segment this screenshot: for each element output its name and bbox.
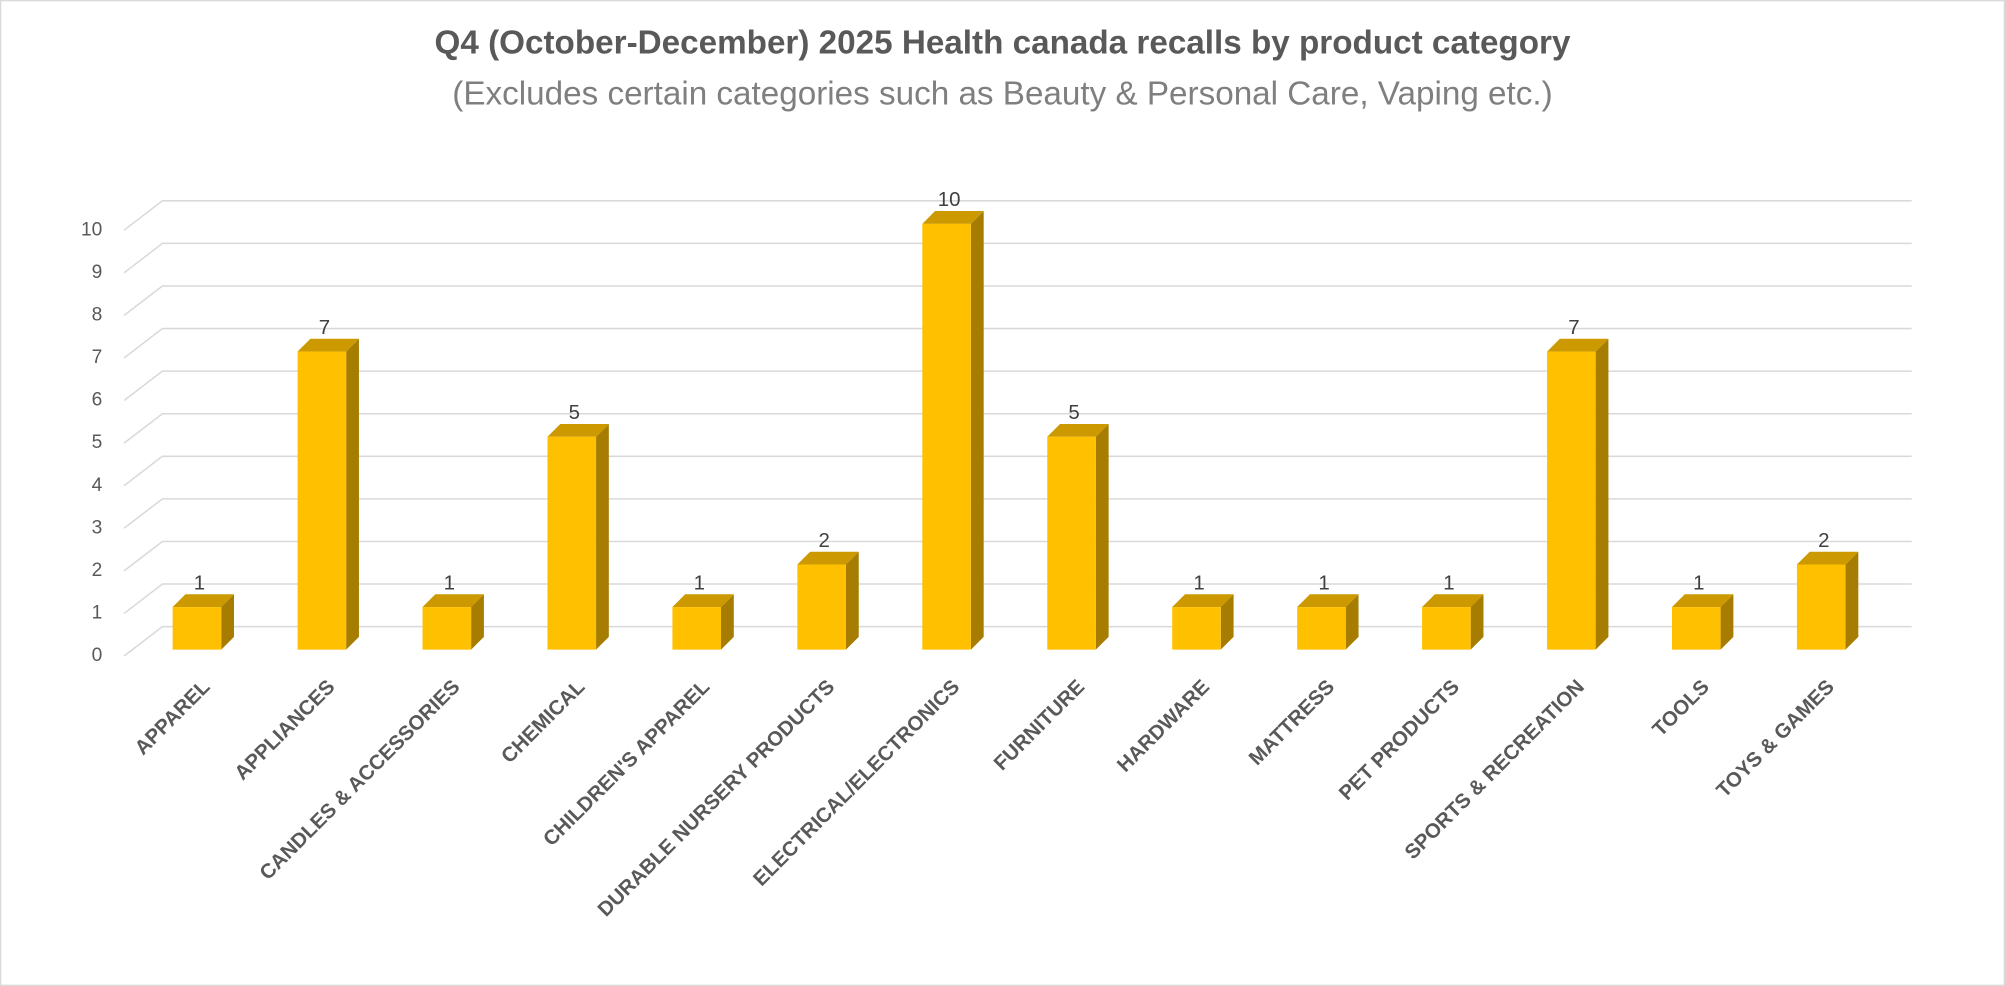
bar-top <box>547 423 609 437</box>
bar <box>1422 607 1471 650</box>
bar <box>422 607 472 650</box>
bar <box>1172 607 1221 650</box>
data-label: 7 <box>319 316 330 339</box>
grid-line <box>123 455 1912 487</box>
y-tick-label: 2 <box>92 560 103 581</box>
data-label: 2 <box>1818 529 1829 552</box>
grid-line <box>123 327 1912 359</box>
chart-title: Q4 (October-December) 2025 Health canada… <box>435 25 1571 62</box>
y-tick-label: 8 <box>92 304 103 325</box>
y-tick-label: 6 <box>92 390 103 411</box>
bar <box>1297 607 1346 650</box>
bar-top <box>1297 594 1359 608</box>
bar-top <box>422 594 484 608</box>
grid-line <box>123 412 1912 444</box>
grid-line <box>123 200 1912 231</box>
bars: 1 7 1 5 1 2 10 5 1 1 1 7 1 2 <box>172 188 1859 650</box>
bar-top <box>172 594 235 608</box>
grid-line <box>123 242 1912 274</box>
bar-side <box>346 338 359 650</box>
y-tick-label: 0 <box>92 645 103 666</box>
data-label: 10 <box>938 188 961 211</box>
bar <box>1547 351 1596 650</box>
data-label: 7 <box>1568 316 1579 339</box>
bar <box>922 223 971 650</box>
bar <box>797 564 846 650</box>
y-tick-label: 5 <box>92 432 103 453</box>
bar-top <box>1172 594 1234 608</box>
bar <box>1047 436 1096 650</box>
bar-side <box>1470 594 1484 650</box>
bar-side <box>1845 551 1859 650</box>
y-tick-label: 10 <box>81 219 102 240</box>
bar <box>1671 607 1721 650</box>
bar-side <box>221 594 235 650</box>
bar-side <box>1595 338 1609 650</box>
bar-side <box>1720 594 1734 650</box>
y-tick-label: 3 <box>92 517 103 538</box>
bar-side <box>1095 423 1109 650</box>
bar <box>172 607 222 650</box>
bar <box>547 436 597 650</box>
y-tick-label: 7 <box>92 347 103 368</box>
bar-top <box>1671 594 1734 608</box>
data-label: 5 <box>569 401 580 424</box>
data-label: 1 <box>1693 571 1704 594</box>
data-label: 1 <box>194 571 205 594</box>
data-label: 1 <box>1443 571 1454 594</box>
bar-top <box>922 211 984 224</box>
bar-top <box>297 338 359 352</box>
bar-top <box>1422 594 1484 608</box>
data-label: 2 <box>819 529 830 552</box>
bar-top <box>1047 423 1109 437</box>
data-label: 1 <box>694 571 705 594</box>
grid-line <box>123 285 1912 316</box>
data-label: 5 <box>1068 401 1079 424</box>
bar-side <box>1345 594 1359 650</box>
bar-top <box>1796 551 1859 565</box>
grid-line <box>123 370 1912 402</box>
bar-top <box>1547 338 1609 352</box>
bar-top <box>672 594 734 608</box>
y-tick-label: 1 <box>92 603 103 624</box>
bar-side <box>845 551 859 650</box>
bar-side <box>721 594 734 650</box>
y-tick-label: 4 <box>92 475 103 496</box>
y-tick-label: 9 <box>92 262 103 283</box>
bar-side <box>970 211 984 650</box>
chart-subtitle: (Excludes certain categories such as Bea… <box>452 76 1552 113</box>
grid-line <box>123 498 1912 529</box>
bar-top <box>797 551 859 565</box>
bar <box>1796 564 1846 650</box>
bar <box>297 351 347 650</box>
grid-line <box>123 583 1912 615</box>
grid-line <box>123 540 1912 572</box>
data-label: 1 <box>1193 571 1204 594</box>
bar-side <box>1220 594 1234 650</box>
data-label: 1 <box>444 571 455 594</box>
bar-side <box>596 423 609 650</box>
bar <box>672 607 722 650</box>
data-label: 1 <box>1318 571 1329 594</box>
bar-side <box>471 594 484 650</box>
